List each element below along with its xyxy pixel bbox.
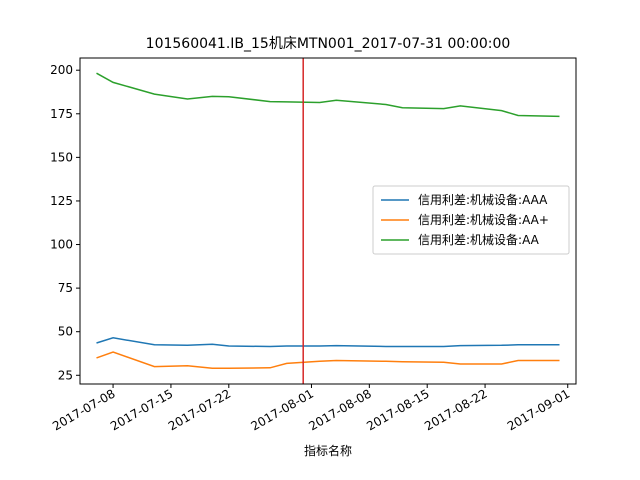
x-tick-label: 2017-08-08 (306, 386, 373, 433)
legend-label-3: 信用利差:机械设备:AA (418, 232, 540, 247)
y-tick-label: 100 (50, 238, 73, 252)
x-tick-label: 2017-07-15 (108, 386, 175, 433)
x-tick-label: 2017-08-22 (422, 386, 489, 433)
y-tick-label: 175 (50, 107, 73, 121)
axes-frame (79, 57, 577, 385)
y-tick-label: 50 (58, 325, 73, 339)
y-tick-label: 200 (50, 63, 73, 77)
series-line-2 (96, 351, 560, 370)
x-tick-label: 2017-09-01 (505, 386, 572, 433)
x-tick-label: 2017-08-01 (249, 386, 316, 433)
x-tick-label: 2017-07-22 (166, 386, 233, 433)
legend-box (372, 185, 570, 255)
x-tick-label: 2017-08-15 (364, 386, 431, 433)
y-tick-label: 125 (50, 194, 73, 208)
y-tick-label: 25 (58, 368, 73, 382)
series-line-1 (96, 337, 560, 348)
legend: 信用利差:机械设备:AAA 信用利差:机械设备:AA+ 信用利差:机械设备:AA (372, 185, 570, 255)
x-axis-title: 指标名称 (304, 443, 352, 458)
x-tick-label: 2017-07-08 (50, 386, 117, 433)
plot-area (96, 58, 560, 384)
chart-title: 101560041.IB_15机床MTN001_2017-07-31 00:00… (146, 36, 511, 52)
legend-label-1: 信用利差:机械设备:AAA (418, 192, 548, 207)
y-tick-label: 150 (50, 150, 73, 164)
y-tick-label: 75 (58, 281, 73, 295)
series-line-3 (96, 72, 560, 118)
legend-label-2: 信用利差:机械设备:AA+ (418, 212, 549, 227)
